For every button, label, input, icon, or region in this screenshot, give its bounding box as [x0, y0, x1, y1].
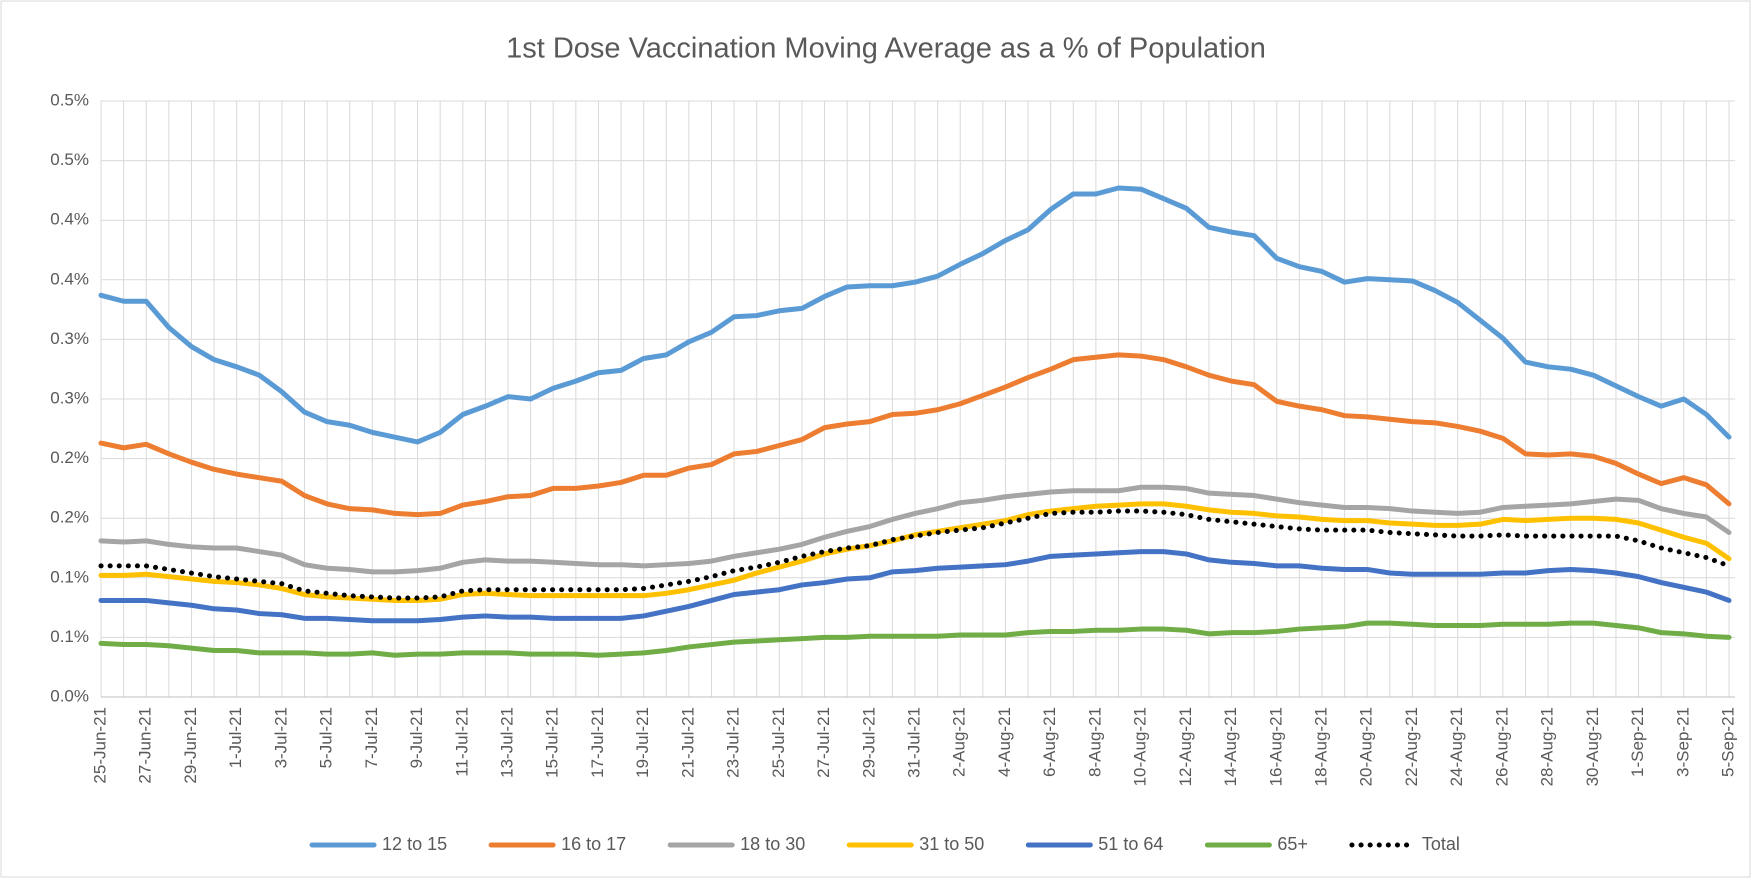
- y-tick-label: 0.5%: [50, 90, 89, 109]
- series-line: [98, 549, 1732, 624]
- x-tick-label: 8-Aug-21: [1085, 707, 1104, 777]
- x-tick-label: 11-Jul-21: [452, 707, 471, 777]
- x-tick-label: 12-Aug-21: [1176, 707, 1195, 786]
- series-line: [98, 501, 1732, 603]
- y-tick-label: 0.2%: [50, 508, 89, 527]
- y-tick-label: 0.4%: [50, 210, 89, 229]
- x-tick-label: 13-Jul-21: [497, 707, 516, 778]
- y-tick-label: 0.1%: [50, 567, 89, 586]
- x-tick-label: 16-Aug-21: [1266, 707, 1285, 786]
- y-tick-label: 0.2%: [50, 448, 89, 467]
- series-line: [98, 185, 1732, 445]
- x-tick-label: 10-Aug-21: [1131, 707, 1150, 786]
- x-tick-label: 7-Jul-21: [362, 707, 381, 768]
- chart-title: 1st Dose Vaccination Moving Average as a…: [506, 33, 1266, 65]
- x-tick-label: 6-Aug-21: [1040, 707, 1059, 777]
- legend-label: 31 to 50: [919, 834, 984, 854]
- series-line: [98, 508, 1732, 601]
- x-tick-label: 27-Jul-21: [814, 707, 833, 778]
- x-tick-label: 29-Jun-21: [181, 707, 200, 784]
- series-line: [98, 352, 1732, 518]
- x-tick-label: 14-Aug-21: [1221, 707, 1240, 786]
- legend-label: 16 to 17: [561, 834, 626, 854]
- x-tick-label: 23-Jul-21: [724, 707, 743, 778]
- series-line: [98, 620, 1732, 658]
- x-tick-label: 5-Jul-21: [317, 707, 336, 768]
- x-tick-label: 25-Jul-21: [769, 707, 788, 778]
- legend-label: 51 to 64: [1098, 834, 1163, 854]
- y-tick-label: 0.4%: [50, 269, 89, 288]
- legend-label: Total: [1422, 834, 1460, 854]
- x-tick-label: 19-Jul-21: [633, 707, 652, 778]
- x-tick-label: 31-Jul-21: [904, 707, 923, 778]
- x-tick-label: 5-Sep-21: [1718, 707, 1737, 777]
- x-tick-label: 2-Aug-21: [950, 707, 969, 777]
- x-tick-label: 27-Jun-21: [136, 707, 155, 784]
- x-tick-label: 24-Aug-21: [1447, 707, 1466, 786]
- x-tick-label: 20-Aug-21: [1357, 707, 1376, 786]
- x-tick-label: 28-Aug-21: [1538, 707, 1557, 786]
- x-tick-label: 21-Jul-21: [678, 707, 697, 778]
- x-tick-label: 3-Jul-21: [271, 707, 290, 768]
- series-line: [98, 484, 1732, 575]
- x-tick-label: 3-Sep-21: [1673, 707, 1692, 777]
- x-tick-label: 1-Jul-21: [226, 707, 245, 768]
- y-tick-label: 0.1%: [50, 627, 89, 646]
- x-tick-label: 29-Jul-21: [859, 707, 878, 778]
- x-tick-label: 17-Jul-21: [588, 707, 607, 778]
- y-tick-label: 0.5%: [50, 150, 89, 169]
- x-tick-label: 15-Jul-21: [543, 707, 562, 778]
- x-tick-label: 25-Jun-21: [90, 707, 109, 784]
- x-tick-label: 30-Aug-21: [1583, 707, 1602, 786]
- legend-label: 65+: [1277, 834, 1308, 854]
- y-tick-label: 0.3%: [50, 329, 89, 348]
- y-tick-label: 0.3%: [50, 388, 89, 407]
- x-tick-label: 18-Aug-21: [1311, 707, 1330, 786]
- x-tick-label: 1-Sep-21: [1628, 707, 1647, 777]
- x-tick-label: 22-Aug-21: [1402, 707, 1421, 786]
- legend-label: 18 to 30: [740, 834, 805, 854]
- legend-label: 12 to 15: [382, 834, 447, 854]
- x-tick-label: 4-Aug-21: [995, 707, 1014, 777]
- y-tick-label: 0.0%: [50, 686, 89, 705]
- x-tick-label: 26-Aug-21: [1492, 707, 1511, 786]
- x-tick-label: 9-Jul-21: [407, 707, 426, 768]
